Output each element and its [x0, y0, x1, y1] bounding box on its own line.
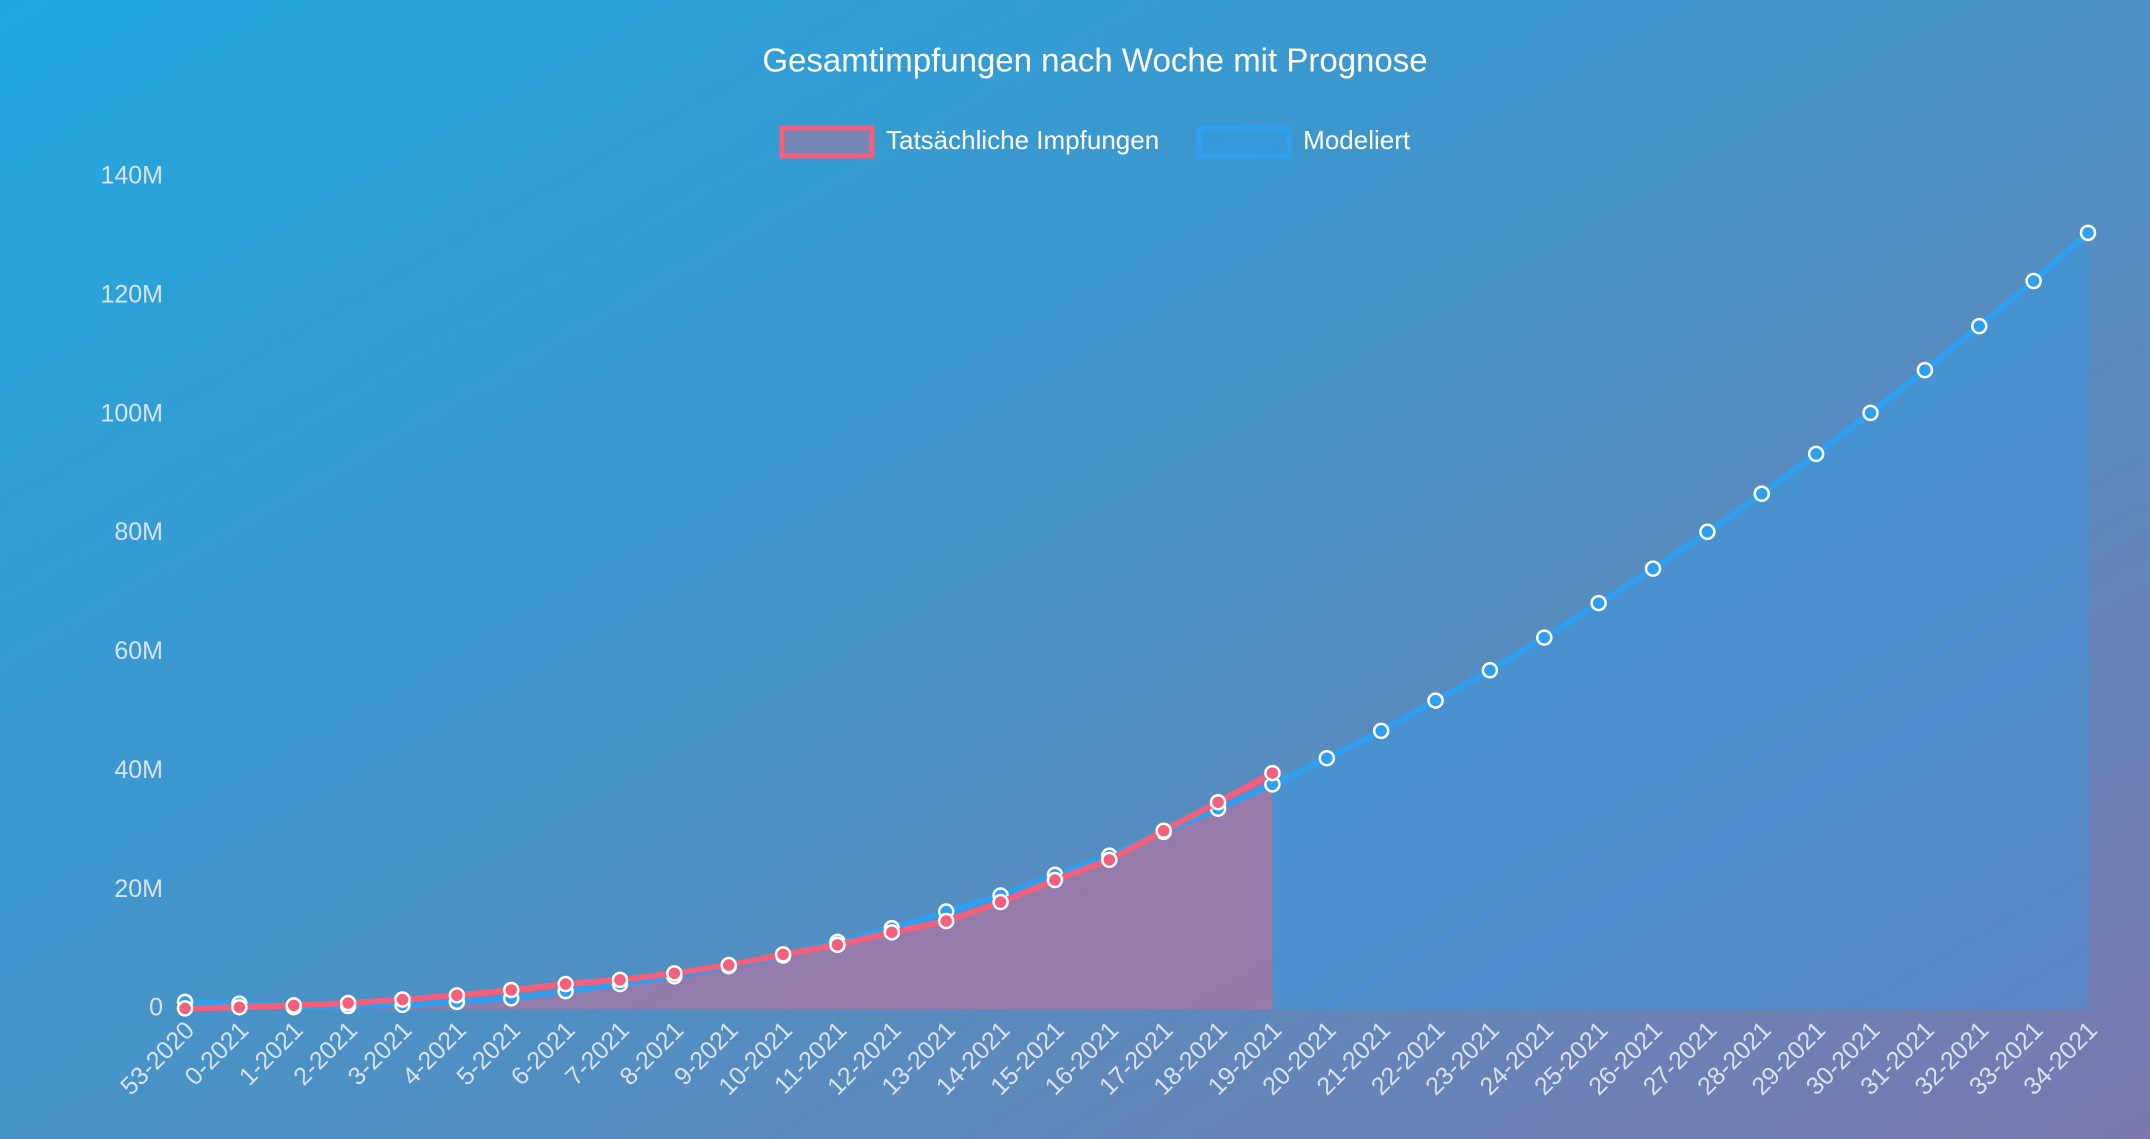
- point: [666, 965, 683, 982]
- y-tick-label: 40M: [114, 756, 163, 784]
- point: [231, 998, 248, 1016]
- y-tick-label: 20M: [114, 875, 163, 903]
- point: [1536, 629, 1553, 646]
- point: [1101, 851, 1118, 869]
- point: [1481, 662, 1499, 679]
- y-tick-label: 140M: [100, 162, 163, 190]
- point: [1753, 485, 1771, 503]
- point: [883, 924, 901, 941]
- x-tick-label: 53-2020: [115, 1016, 200, 1101]
- point: [1155, 822, 1172, 839]
- point: [992, 893, 1009, 911]
- point: [720, 956, 737, 974]
- point: [1916, 361, 1934, 379]
- point: [937, 912, 955, 930]
- point: [2079, 224, 2097, 242]
- point: [2025, 272, 2042, 290]
- point: [394, 991, 411, 1008]
- y-tick-label: 0: [149, 994, 163, 1022]
- chart-title: Gesamtimpfungen nach Woche mit Prognose: [762, 42, 1427, 79]
- y-tick-label: 60M: [114, 637, 163, 665]
- point: [1971, 317, 1988, 335]
- point: [285, 997, 302, 1014]
- y-tick-label: 120M: [100, 280, 163, 308]
- legend-label: Modeliert: [1303, 125, 1411, 155]
- point: [829, 936, 846, 954]
- point: [176, 1000, 194, 1017]
- y-tick-label: 80M: [114, 518, 163, 546]
- point: [611, 971, 629, 989]
- point: [1209, 793, 1227, 811]
- point: [339, 994, 357, 1012]
- area: [185, 232, 2088, 1009]
- point: [1427, 692, 1444, 709]
- point: [448, 987, 466, 1004]
- point: [1590, 594, 1607, 612]
- point: [502, 981, 520, 999]
- point: [1807, 445, 1825, 463]
- legend-swatch: [779, 125, 875, 159]
- point: [1862, 404, 1879, 422]
- legend-label: Tatsächliche Impfungen: [886, 125, 1159, 155]
- point: [557, 975, 574, 993]
- point: [1699, 523, 1716, 541]
- point: [774, 946, 792, 963]
- point: [1046, 871, 1064, 889]
- point: [1372, 722, 1390, 740]
- legend-swatch: [1196, 125, 1292, 159]
- area: [185, 773, 1273, 1009]
- point: [1644, 560, 1662, 577]
- point: [1264, 764, 1281, 782]
- y-tick-label: 100M: [100, 399, 163, 427]
- point: [1318, 749, 1336, 767]
